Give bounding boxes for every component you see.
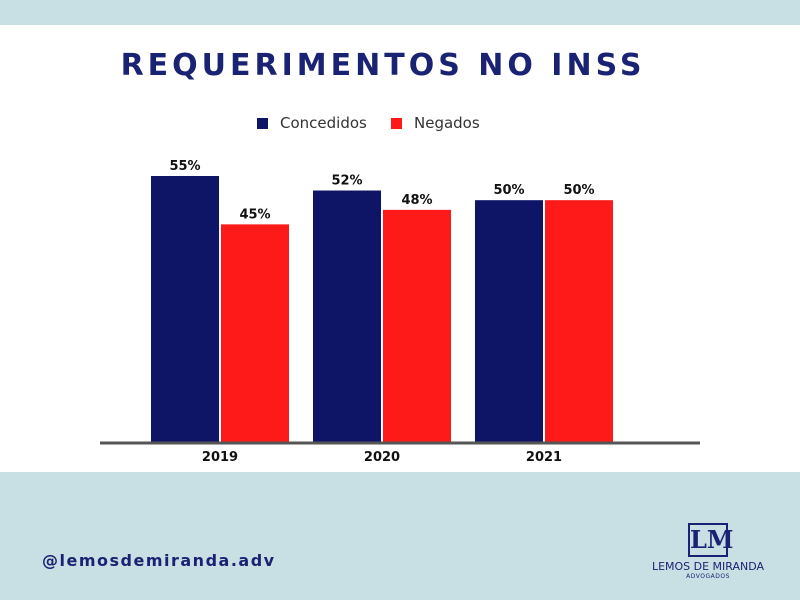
logo: LM LEMOS DE MIRANDA ADVOGADOS: [648, 523, 768, 580]
chart-title: REQUERIMENTOS NO INSS: [120, 48, 646, 83]
data-label: 50%: [563, 183, 594, 198]
footer-band: [0, 472, 800, 600]
bar-negados-2019: [221, 224, 289, 442]
logo-subtitle: ADVOGADOS: [686, 573, 730, 580]
top-band: [0, 0, 800, 25]
legend-label: Concedidos: [280, 114, 367, 132]
bar-negados-2020: [383, 209, 451, 442]
logo-mark: LM: [688, 523, 733, 557]
bar-negados-2021: [545, 200, 613, 442]
bar-concedidos-2019: [151, 176, 219, 442]
legend-item-negados: Negados: [391, 114, 480, 132]
legend-item-concedidos: Concedidos: [257, 114, 367, 132]
social-handle[interactable]: @lemosdemiranda.adv: [42, 551, 276, 570]
x-tick-label: 2019: [202, 450, 238, 465]
legend-swatch: [257, 117, 268, 129]
bar-concedidos-2020: [313, 190, 381, 442]
logo-name: LEMOS DE MIRANDA: [651, 560, 765, 573]
bar-concedidos-2021: [475, 200, 543, 442]
data-label: 48%: [401, 193, 432, 208]
legend-swatch: [391, 117, 402, 129]
x-tick-label: 2020: [364, 450, 400, 465]
data-label: 52%: [331, 174, 362, 189]
data-label: 45%: [239, 207, 270, 222]
x-tick-label: 2021: [526, 450, 562, 465]
legend-label: Negados: [414, 114, 480, 132]
data-label: 55%: [169, 159, 200, 174]
data-label: 50%: [493, 183, 524, 198]
